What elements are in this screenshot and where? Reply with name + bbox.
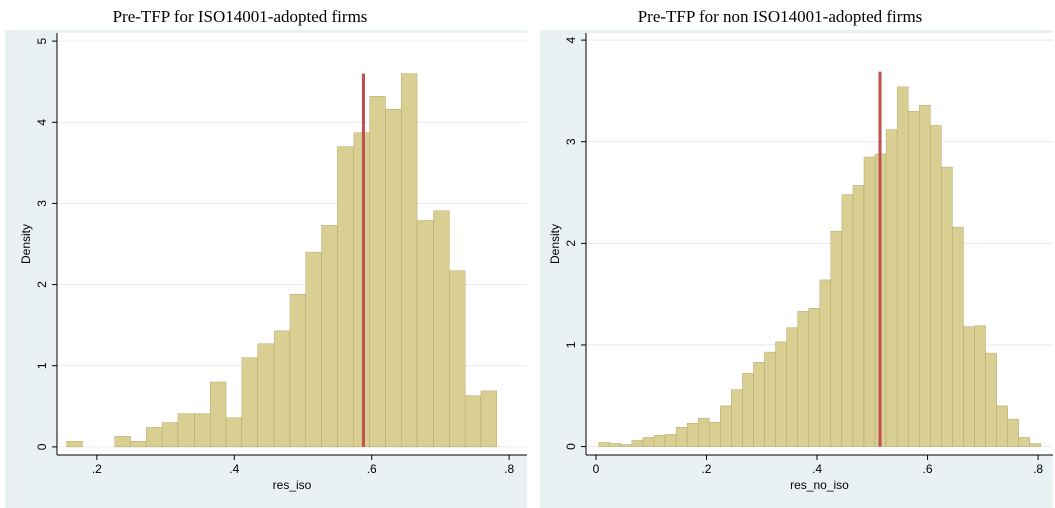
bar <box>919 104 931 447</box>
bar <box>241 357 258 448</box>
x-tick-label: .6 <box>367 462 377 476</box>
bar <box>697 417 710 447</box>
x-axis-label: res_iso <box>273 478 312 492</box>
bar <box>941 166 953 447</box>
y-tick-label: 4 <box>564 36 578 43</box>
bar <box>353 132 370 448</box>
y-tick-label: 2 <box>35 281 49 288</box>
x-tick-label: .8 <box>1033 462 1043 476</box>
bar <box>775 341 787 447</box>
bar <box>305 251 322 448</box>
chart-title: Pre-TFP for ISO14001-adopted firms <box>113 7 368 26</box>
bar <box>146 427 163 448</box>
y-tick-label: 5 <box>35 37 49 44</box>
bar <box>963 326 975 447</box>
bar <box>974 325 986 447</box>
bar <box>609 443 622 447</box>
bar <box>985 352 997 447</box>
y-tick-label: 3 <box>564 138 578 145</box>
bar <box>433 210 450 448</box>
x-tick-label: .6 <box>923 462 933 476</box>
y-tick-label: 1 <box>564 341 578 348</box>
y-tick-label: 4 <box>35 119 49 126</box>
x-tick-label: 0 <box>593 462 600 476</box>
bar <box>830 230 843 447</box>
bar <box>66 441 83 448</box>
bar <box>952 226 964 447</box>
bar <box>675 427 688 447</box>
bar <box>1007 418 1019 447</box>
y-tick-label: 0 <box>564 443 578 450</box>
bar <box>930 125 942 447</box>
y-axis-label: Density <box>19 224 33 264</box>
bar <box>808 308 820 447</box>
bar <box>819 279 832 447</box>
x-tick-label: .2 <box>92 462 102 476</box>
y-tick-label: 2 <box>564 240 578 247</box>
y-tick-label: 3 <box>35 200 49 207</box>
bar <box>908 111 920 447</box>
bar <box>114 436 131 448</box>
chart-title: Pre-TFP for non ISO14001-adopted firms <box>638 7 923 26</box>
bar <box>852 185 865 447</box>
bar <box>709 421 721 447</box>
bar <box>742 373 754 447</box>
bar <box>631 440 644 447</box>
bar <box>401 73 418 448</box>
bar <box>1029 443 1042 447</box>
y-tick-label: 1 <box>35 362 49 369</box>
bar <box>786 327 798 447</box>
x-axis-label: res_no_iso <box>790 478 849 492</box>
bar <box>598 442 610 447</box>
y-tick-label: 0 <box>35 443 49 450</box>
bar <box>731 389 743 447</box>
bar <box>797 311 809 447</box>
bar <box>225 417 243 448</box>
x-tick-label: .2 <box>701 462 711 476</box>
bar <box>273 330 291 448</box>
bar <box>720 405 732 447</box>
x-tick-label: .8 <box>504 462 514 476</box>
bar <box>885 129 898 447</box>
bar <box>289 294 306 448</box>
bar <box>337 146 355 448</box>
bar <box>130 441 147 448</box>
x-tick-label: .4 <box>229 462 239 476</box>
bar <box>464 395 482 448</box>
y-axis-label: Density <box>548 224 562 264</box>
bar <box>896 86 909 447</box>
bar <box>686 422 699 447</box>
bar <box>257 343 275 448</box>
bar <box>764 351 776 447</box>
bar <box>321 225 338 448</box>
bar <box>210 381 227 448</box>
x-tick-label: .4 <box>812 462 822 476</box>
bar <box>194 413 211 448</box>
bar <box>161 422 179 448</box>
bar <box>664 434 677 447</box>
bar <box>369 96 386 448</box>
bar <box>620 444 633 447</box>
bar <box>996 405 1008 447</box>
bar <box>416 220 434 448</box>
bar <box>449 270 466 448</box>
bar <box>480 390 497 448</box>
bar <box>653 435 666 447</box>
bar <box>1018 437 1030 447</box>
bar <box>863 156 876 447</box>
bar <box>177 413 195 448</box>
bar <box>841 194 854 447</box>
bar <box>642 437 655 447</box>
bar <box>753 362 765 447</box>
bar <box>385 109 402 448</box>
